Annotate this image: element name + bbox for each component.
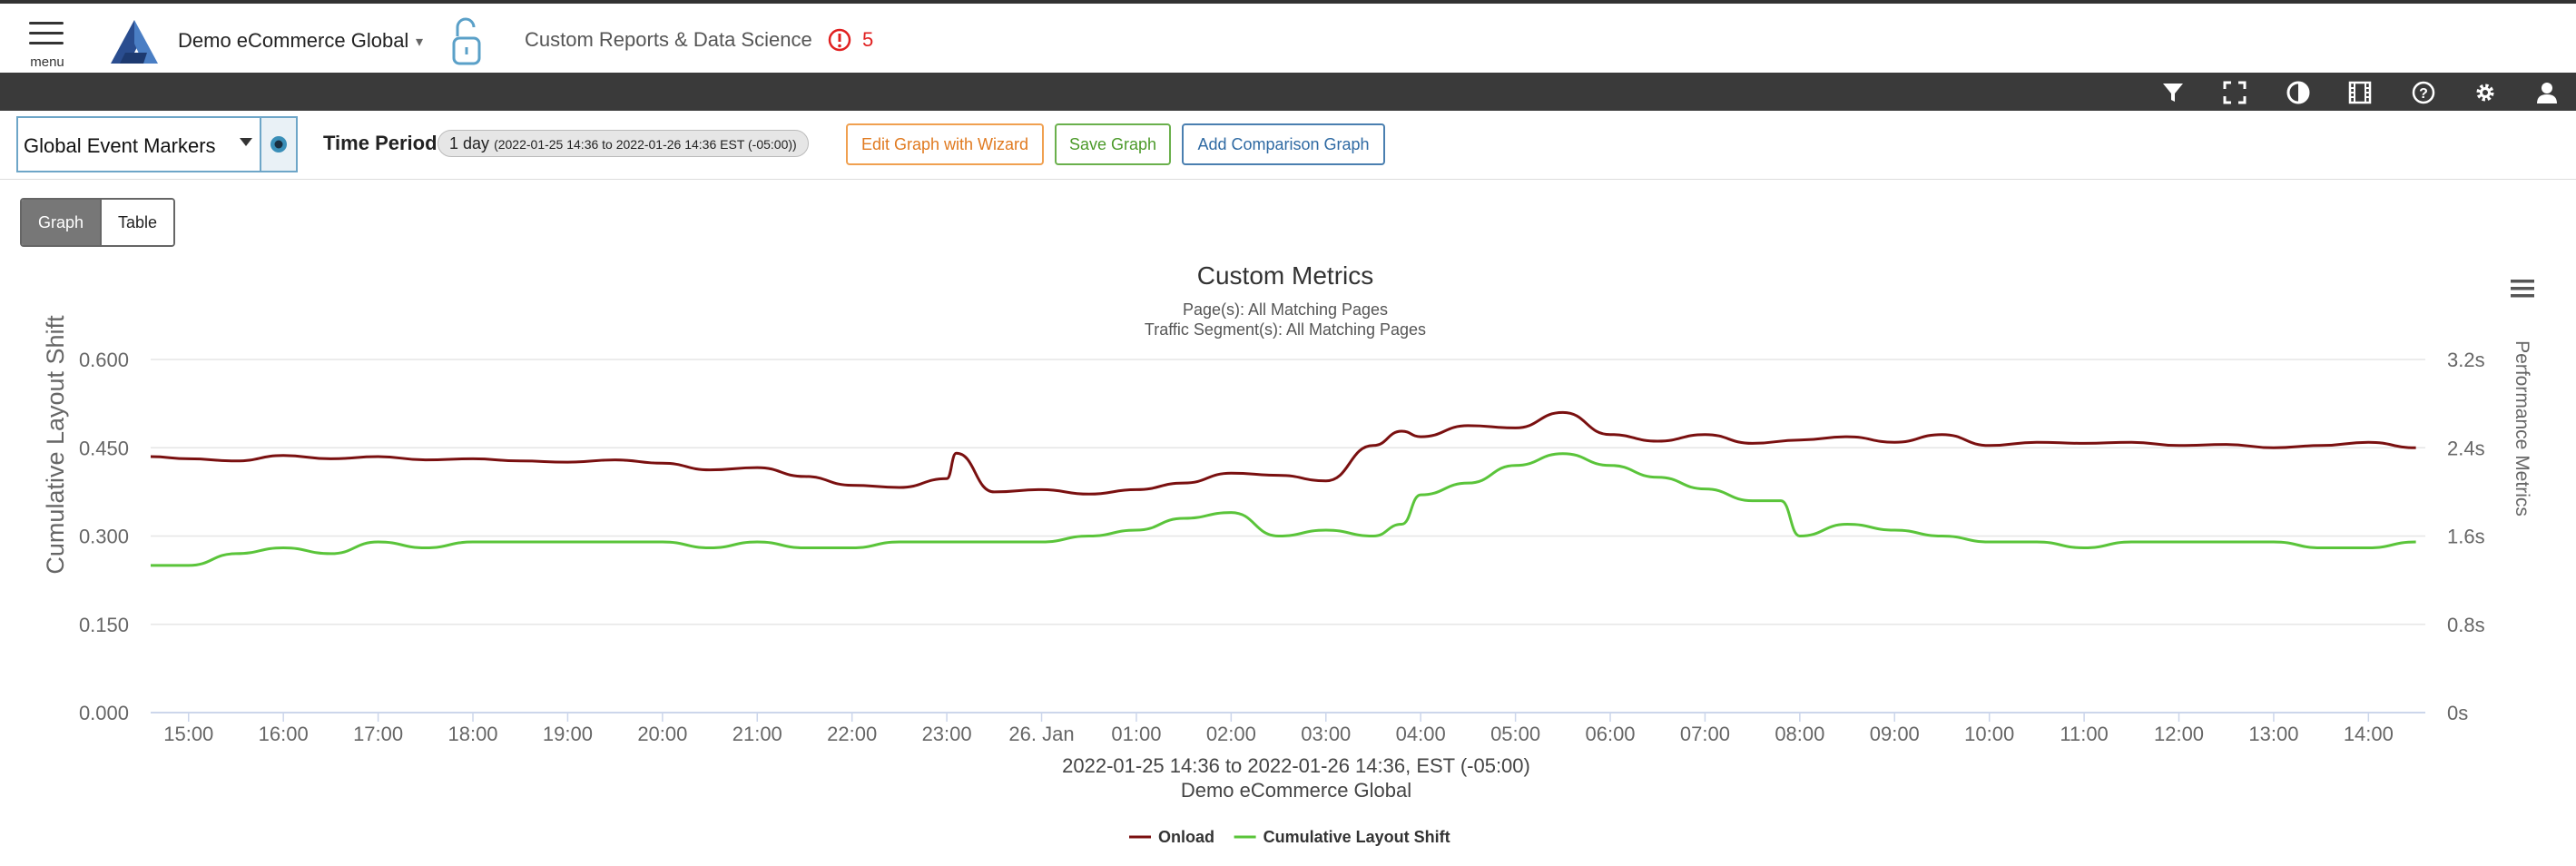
y-right-tick-label: 0.8s	[2447, 614, 2485, 636]
x-tick-label: 02:00	[1206, 723, 1256, 745]
event-marker-select[interactable]: Global Event Markers	[16, 116, 261, 172]
x-tick-label: 08:00	[1775, 723, 1824, 745]
x-tick-label: 19:00	[543, 723, 593, 745]
time-period-range: (2022-01-25 14:36 to 2022-01-26 14:36 ES…	[494, 137, 797, 152]
x-axis-label-site: Demo eCommerce Global	[1181, 779, 1411, 802]
alert-count: 5	[862, 28, 874, 51]
x-tick-label: 15:00	[163, 723, 213, 745]
y-axis-right-label: Performance Metrics	[2512, 340, 2532, 517]
svg-text:?: ?	[2419, 86, 2428, 102]
x-tick-label: 11:00	[2060, 723, 2108, 745]
x-tick-label: 17:00	[353, 723, 403, 745]
fullscreen-icon[interactable]	[2222, 80, 2247, 105]
legend-item-label[interactable]: Onload	[1158, 828, 1214, 846]
chart-menu-icon[interactable]	[2511, 280, 2534, 298]
y-right-tick-label: 2.4s	[2447, 437, 2485, 459]
x-tick-label: 01:00	[1111, 723, 1161, 745]
x-tick-label: 10:00	[1964, 723, 2014, 745]
x-tick-label: 22:00	[827, 723, 877, 745]
time-period-selector[interactable]: 1 day (2022-01-25 14:36 to 2022-01-26 14…	[438, 130, 809, 157]
legend-item-label[interactable]: Cumulative Layout Shift	[1263, 828, 1450, 846]
contrast-icon[interactable]	[2286, 80, 2311, 105]
x-tick-label: 12:00	[2154, 723, 2204, 745]
event-marker-pin-button[interactable]	[261, 116, 298, 172]
help-icon[interactable]: ?	[2411, 80, 2436, 105]
y-left-tick-label: 0.150	[79, 614, 129, 636]
y-right-tick-label: 3.2s	[2447, 349, 2485, 371]
y-left-tick-label: 0.000	[79, 702, 129, 724]
chart-title: Custom Metrics	[1197, 261, 1373, 290]
save-graph-button[interactable]: Save Graph	[1055, 123, 1171, 165]
y-right-tick-label: 1.6s	[2447, 526, 2485, 548]
chart-legend: Onload Cumulative Layout Shift	[1129, 828, 1450, 846]
x-tick-label: 13:00	[2248, 723, 2298, 745]
x-tick-label: 14:00	[2344, 723, 2394, 745]
x-tick-label: 05:00	[1490, 723, 1540, 745]
x-tick-label: 21:00	[732, 723, 782, 745]
time-period-value: 1 day	[449, 134, 490, 153]
series-line-onload	[150, 410, 2416, 496]
x-tick-label: 04:00	[1396, 723, 1446, 745]
alert-icon	[828, 28, 851, 52]
brand-logo-icon	[111, 20, 158, 64]
y-right-tick-label: 0s	[2447, 702, 2468, 724]
tab-graph[interactable]: Graph	[22, 200, 101, 245]
x-axis-label-range: 2022-01-25 14:36 to 2022-01-26 14:36, ES…	[1062, 754, 1530, 777]
chevron-down-icon[interactable]: ▾	[416, 34, 424, 50]
y-left-tick-label: 0.300	[79, 526, 129, 548]
alert-indicator[interactable]: 5	[828, 28, 873, 52]
unlock-icon[interactable]	[450, 16, 483, 67]
x-tick-label: 03:00	[1301, 723, 1351, 745]
custom-metrics-chart: Custom Metrics Page(s): All Matching Pag…	[42, 261, 2534, 846]
view-toggle: Graph Table	[20, 198, 176, 247]
toolbar: ?	[0, 73, 2576, 111]
x-tick-label: 18:00	[447, 723, 497, 745]
time-period-label: Time Period:	[323, 132, 444, 154]
film-icon[interactable]	[2347, 80, 2373, 105]
x-tick-label: 26. Jan	[1008, 723, 1074, 745]
y-axis-left-label: Cumulative Layout Shift	[42, 315, 69, 575]
edit-graph-wizard-button[interactable]: Edit Graph with Wizard	[846, 123, 1044, 165]
x-tick-label: 06:00	[1585, 723, 1635, 745]
add-comparison-graph-button[interactable]: Add Comparison Graph	[1182, 123, 1385, 165]
site-name[interactable]: Demo eCommerce Global	[178, 29, 409, 52]
x-tick-label: 20:00	[637, 723, 687, 745]
y-left-tick-label: 0.450	[79, 437, 129, 459]
series-line-cumulative-layout-shift	[150, 452, 2416, 567]
graph-controls: Global Event Markers Time Period: 1 day …	[0, 111, 2576, 180]
top-header: menu Demo eCommerce Global ▾ Custom Repo…	[0, 0, 2576, 73]
x-tick-label: 16:00	[259, 723, 309, 745]
chart-subtitle-segments: Traffic Segment(s): All Matching Pages	[1145, 320, 1426, 339]
chart-series	[150, 410, 2416, 567]
filter-icon[interactable]	[2160, 80, 2186, 105]
x-tick-label: 09:00	[1870, 723, 1920, 745]
x-tick-label: 23:00	[922, 723, 972, 745]
chart-axes: 0.000 0s 0.150 0.8s 0.300 1.6s 0.450 2.4s 0.600 3…	[79, 349, 2485, 745]
menu-button[interactable]: menu	[27, 18, 67, 71]
caret-down-icon	[240, 138, 252, 146]
tab-table[interactable]: Table	[100, 200, 174, 245]
menu-label: menu	[30, 54, 64, 70]
gear-icon[interactable]	[2473, 80, 2498, 105]
event-marker-select-value: Global Event Markers	[24, 134, 216, 157]
map-pin-icon	[270, 136, 287, 153]
chart-subtitle-pages: Page(s): All Matching Pages	[1183, 300, 1388, 319]
x-tick-label: 07:00	[1680, 723, 1730, 745]
y-left-tick-label: 0.600	[79, 349, 129, 371]
user-icon[interactable]	[2534, 80, 2560, 105]
section-title[interactable]: Custom Reports & Data Science	[525, 28, 812, 51]
